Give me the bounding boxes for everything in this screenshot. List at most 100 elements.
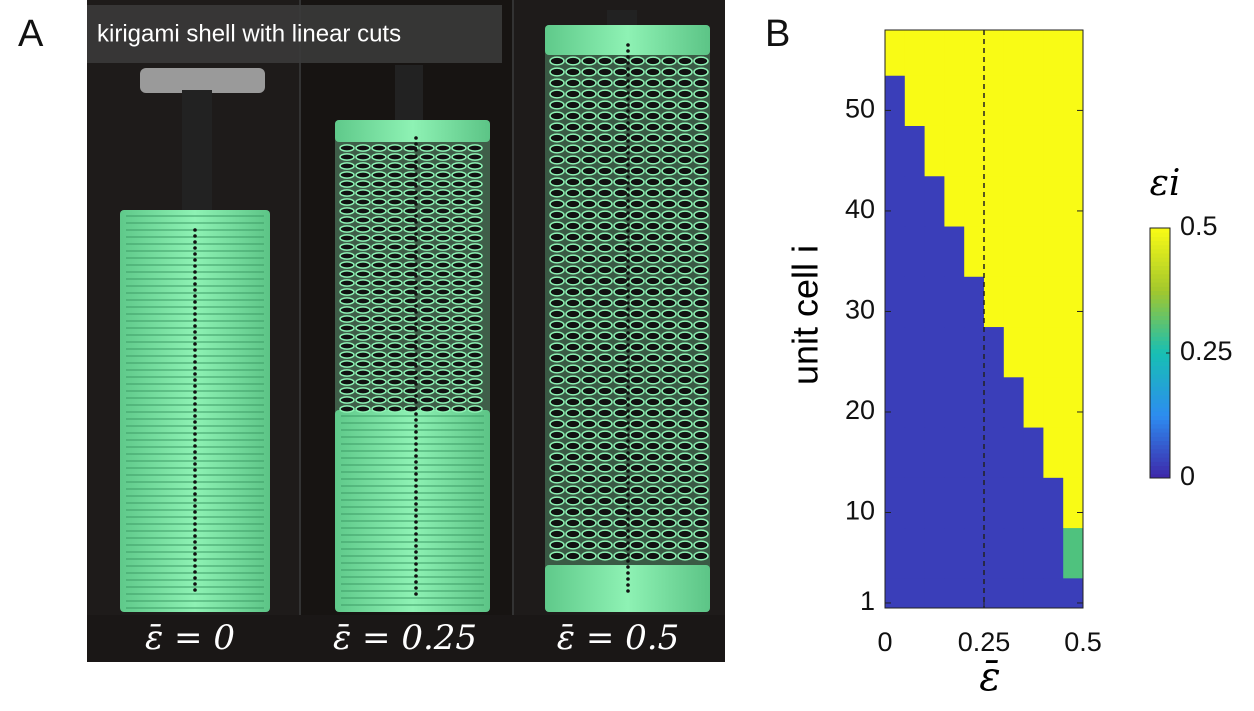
colorbar-swatch — [1150, 357, 1170, 362]
marker-dot — [193, 354, 197, 358]
heat-cell — [924, 276, 945, 328]
heat-cell — [1003, 376, 1025, 428]
marker-dot — [626, 73, 630, 77]
kirigami-cut — [565, 353, 581, 363]
kirigami-cut — [581, 144, 597, 154]
kirigami-cut — [661, 243, 677, 253]
heat-cell — [964, 175, 985, 227]
kirigami-cut — [629, 496, 645, 506]
marker-dot — [626, 205, 630, 209]
kirigami-cut — [661, 254, 677, 264]
kirigami-cut — [677, 210, 693, 220]
marker-dot — [414, 424, 418, 428]
marker-dot — [414, 238, 418, 242]
kirigami-cut — [435, 216, 451, 224]
kirigami-cut — [597, 232, 613, 242]
kirigami-cut — [597, 485, 613, 495]
kirigami-cut — [581, 474, 597, 484]
heat-cell — [904, 427, 926, 478]
kirigami-cut — [677, 287, 693, 297]
kirigami-cut — [581, 243, 597, 253]
marker-dot — [626, 307, 630, 311]
kirigami-cut — [371, 333, 387, 341]
marker-dot — [193, 522, 197, 526]
kirigami-cut — [597, 507, 613, 517]
kirigami-cut — [677, 507, 693, 517]
kirigami-cut — [435, 378, 451, 386]
kirigami-cut — [467, 252, 483, 260]
marker-dot — [626, 151, 630, 155]
kirigami-cut — [565, 331, 581, 341]
kirigami-cut — [677, 67, 693, 77]
kirigami-cut — [629, 243, 645, 253]
kirigami-cut — [339, 171, 355, 179]
kirigami-cut — [581, 78, 597, 88]
kirigami-cut — [339, 144, 355, 152]
marker-dot — [414, 472, 418, 476]
kirigami-cut — [677, 441, 693, 451]
kirigami-cut — [565, 375, 581, 385]
heat-cell — [964, 376, 985, 428]
kirigami-cut — [597, 133, 613, 143]
marker-dot — [626, 43, 630, 47]
kirigami-cut — [371, 279, 387, 287]
kirigami-cut — [629, 67, 645, 77]
kirigami-cut — [613, 551, 629, 561]
kirigami-cut — [419, 342, 435, 350]
kirigami-cut — [565, 177, 581, 187]
heat-cell — [885, 226, 906, 277]
marker-dot — [626, 319, 630, 323]
marker-dot — [193, 252, 197, 256]
heat-cell — [904, 30, 926, 76]
heat-cell — [1063, 75, 1083, 126]
marker-dot — [626, 325, 630, 329]
kirigami-cut — [629, 298, 645, 308]
marker-dot — [626, 241, 630, 245]
heat-cell — [1043, 427, 1064, 478]
kirigami-cut — [693, 78, 709, 88]
marker-dot — [626, 475, 630, 479]
kirigami-cut — [597, 364, 613, 374]
marker-dot — [626, 163, 630, 167]
kirigami-cut — [435, 297, 451, 305]
marker-dot — [626, 523, 630, 527]
kirigami-cut — [419, 162, 435, 170]
kirigami-cut — [597, 298, 613, 308]
kirigami-cut — [613, 298, 629, 308]
kirigami-cut — [371, 378, 387, 386]
marker-dot — [414, 196, 418, 200]
marker-dot — [414, 340, 418, 344]
kirigami-cut — [613, 353, 629, 363]
heat-cell — [1063, 226, 1083, 277]
kirigami-cut — [629, 419, 645, 429]
kirigami-cut — [693, 166, 709, 176]
kirigami-cut — [387, 198, 403, 206]
heat-cell — [1003, 125, 1025, 177]
kirigami-cut — [549, 529, 565, 539]
kirigami-cut — [565, 463, 581, 473]
marker-dot — [193, 360, 197, 364]
kirigami-cut — [645, 276, 661, 286]
heat-cell — [1043, 125, 1064, 177]
marker-dot — [193, 300, 197, 304]
kirigami-cut — [661, 397, 677, 407]
kirigami-cut — [629, 518, 645, 528]
kirigami-cut — [581, 221, 597, 231]
marker-dot — [414, 346, 418, 350]
kirigami-cut — [597, 331, 613, 341]
kirigami-cut — [419, 216, 435, 224]
kirigami-cut — [371, 324, 387, 332]
kirigami-cut — [387, 351, 403, 359]
kirigami-cut — [565, 452, 581, 462]
heat-cell — [1063, 427, 1083, 478]
marker-dot — [626, 559, 630, 563]
kirigami-cut — [565, 496, 581, 506]
kirigami-cut — [419, 315, 435, 323]
kirigami-cut — [565, 287, 581, 297]
kirigami-cut — [565, 111, 581, 121]
marker-dot — [193, 402, 197, 406]
marker-dot — [193, 396, 197, 400]
marker-dot — [626, 409, 630, 413]
y-tick-label: 10 — [845, 496, 875, 526]
kirigami-cut — [339, 189, 355, 197]
